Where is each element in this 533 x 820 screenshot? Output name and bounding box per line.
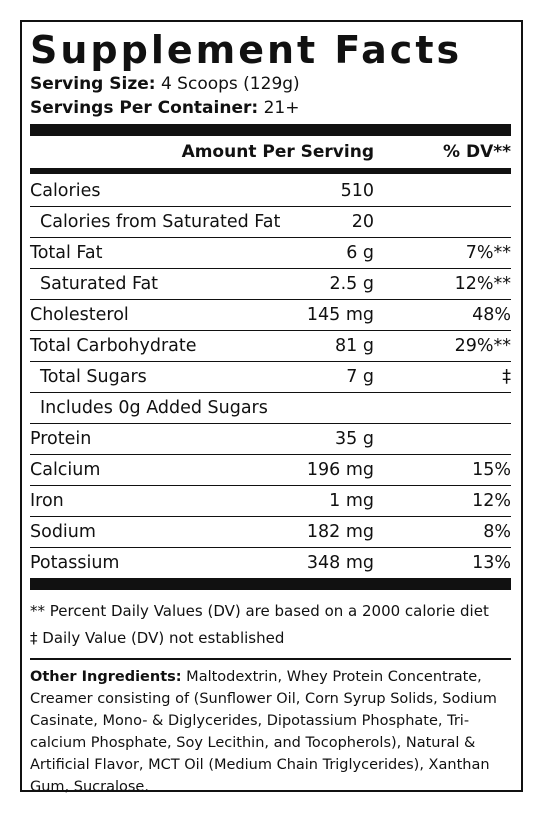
nutrient-dv: 7%**: [465, 243, 511, 263]
nutrient-amount: 81 g: [335, 336, 374, 356]
nutrient-amount: 1 mg: [329, 491, 374, 511]
nutrient-row-calories: Calories 510: [30, 176, 511, 207]
nutrient-row-sodium: Sodium 182 mg 8%: [30, 517, 511, 548]
nutrient-amount: 7 g: [346, 367, 374, 387]
nutrient-row-saturated-fat: Saturated Fat 2.5 g 12%**: [30, 269, 511, 300]
nutrient-name: Total Fat: [30, 243, 103, 263]
header-amount-per-serving: Amount Per Serving: [181, 142, 374, 162]
panel-title: Supplement Facts: [30, 28, 463, 72]
nutrient-row-protein: Protein 35 g: [30, 424, 511, 455]
nutrient-dv: ‡: [502, 367, 511, 387]
nutrient-amount: 145 mg: [306, 305, 374, 325]
nutrient-name: Total Sugars: [40, 367, 147, 387]
nutrient-name: Includes 0g Added Sugars: [40, 398, 268, 418]
nutrient-name: Calcium: [30, 460, 101, 480]
nutrient-dv: 12%**: [454, 274, 511, 294]
nutrient-name: Calories from Saturated Fat: [40, 212, 281, 232]
divider-footer: [30, 578, 511, 590]
nutrient-row-cholesterol: Cholesterol 145 mg 48%: [30, 300, 511, 331]
nutrient-amount: 2.5 g: [329, 274, 374, 294]
table-header: Amount Per Serving % DV**: [30, 136, 511, 168]
divider-ingredients: [30, 658, 511, 660]
serving-size: Serving Size: 4 Scoops (129g): [30, 72, 511, 96]
nutrient-name: Cholesterol: [30, 305, 129, 325]
nutrient-row-total-fat: Total Fat 6 g 7%**: [30, 238, 511, 269]
serving-size-label: Serving Size:: [30, 74, 156, 94]
ingredients-text: Maltodextrin, Whey Protein Concentrate, …: [30, 669, 497, 795]
header-daily-value: % DV**: [443, 142, 511, 162]
servings-per-container-value: 21+: [258, 98, 300, 118]
other-ingredients: Other Ingredients: Maltodextrin, Whey Pr…: [30, 660, 511, 798]
divider-header: [30, 168, 511, 174]
nutrient-row-calcium: Calcium 196 mg 15%: [30, 455, 511, 486]
nutrient-amount: 6 g: [346, 243, 374, 263]
nutrient-row-calories-sat-fat: Calories from Saturated Fat 20: [30, 207, 511, 238]
footnote-not-established: ‡ Daily Value (DV) not established: [30, 629, 285, 647]
footnote-daily-values: ** Percent Daily Values (DV) are based o…: [30, 602, 489, 620]
nutrient-dv: 13%: [472, 553, 511, 573]
nutrient-amount: 348 mg: [306, 553, 374, 573]
nutrient-amount: 182 mg: [306, 522, 374, 542]
nutrient-amount: 20: [351, 212, 374, 232]
nutrient-dv: 29%**: [454, 336, 511, 356]
nutrient-row-iron: Iron 1 mg 12%: [30, 486, 511, 517]
supplement-facts-panel: Supplement Facts Serving Size: 4 Scoops …: [20, 20, 523, 795]
footnotes: ** Percent Daily Values (DV) are based o…: [30, 590, 511, 658]
nutrient-dv: 12%: [472, 491, 511, 511]
nutrient-row-total-carbohydrate: Total Carbohydrate 81 g 29%**: [30, 331, 511, 362]
nutrient-name: Saturated Fat: [40, 274, 159, 294]
nutrient-name: Sodium: [30, 522, 96, 542]
nutrient-name: Iron: [30, 491, 64, 511]
nutrient-name: Potassium: [30, 553, 120, 573]
ingredients-label: Other Ingredients:: [30, 669, 182, 685]
nutrient-row-potassium: Potassium 348 mg 13%: [30, 548, 511, 578]
nutrient-amount: 510: [340, 181, 374, 201]
nutrient-name: Total Carbohydrate: [30, 336, 197, 356]
servings-per-container-label: Servings Per Container:: [30, 98, 259, 118]
nutrient-row-total-sugars: Total Sugars 7 g ‡: [30, 362, 511, 393]
nutrient-table: Calories 510 Calories from Saturated Fat…: [30, 176, 511, 578]
nutrient-dv: 15%: [472, 460, 511, 480]
divider-thick: [30, 124, 511, 136]
nutrient-amount: 196 mg: [306, 460, 374, 480]
nutrient-amount: 35 g: [335, 429, 374, 449]
nutrient-name: Calories: [30, 181, 101, 201]
nutrient-dv: 48%: [472, 305, 511, 325]
nutrient-row-added-sugars: Includes 0g Added Sugars: [30, 393, 511, 424]
nutrient-name: Protein: [30, 429, 92, 449]
serving-size-value: 4 Scoops (129g): [155, 74, 300, 94]
nutrient-dv: 8%: [483, 522, 511, 542]
servings-per-container: Servings Per Container: 21+: [30, 96, 511, 120]
